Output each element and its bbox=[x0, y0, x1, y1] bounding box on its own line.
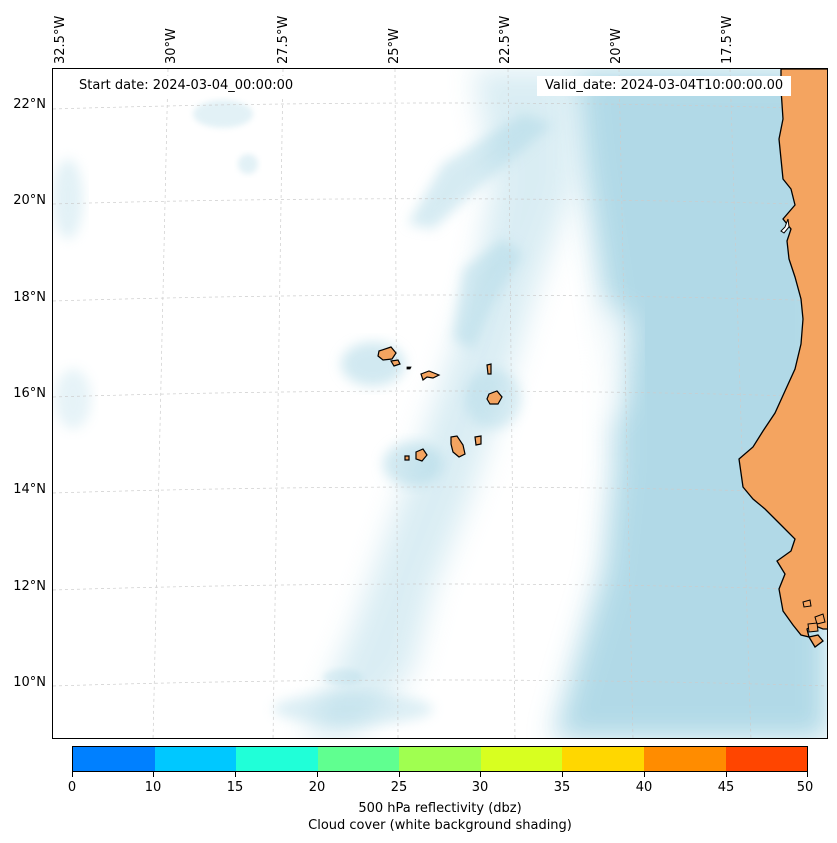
island-boa-vista bbox=[486, 390, 503, 405]
land-africa bbox=[738, 69, 827, 648]
colorbar-tick bbox=[807, 772, 808, 777]
colorbar-segment-20-25 bbox=[317, 747, 400, 771]
island-sal bbox=[486, 363, 492, 375]
cloud-patch-west-1 bbox=[53, 159, 83, 239]
lon-label-17-5w: 17.5°W bbox=[720, 15, 735, 64]
gridline-lon-25w bbox=[394, 69, 399, 738]
gridlines bbox=[53, 69, 827, 738]
cape-verde-islands bbox=[377, 346, 503, 462]
island-santo-antao bbox=[377, 346, 397, 361]
gridline-lat-10n bbox=[53, 679, 827, 687]
colorbar-label-reflectivity: 500 hPa reflectivity (dbz) bbox=[358, 801, 522, 816]
lat-label-20n: 20°N bbox=[13, 193, 46, 208]
colorbar-tick bbox=[644, 772, 645, 777]
lon-label-27-5w: 27.5°W bbox=[276, 15, 291, 64]
colorbar-tick bbox=[235, 772, 236, 777]
lon-label-30w: 30°W bbox=[164, 28, 179, 64]
colorbar-segment-40-45 bbox=[643, 747, 726, 771]
cloud-mass-east bbox=[553, 69, 827, 738]
colorbar bbox=[72, 746, 808, 772]
colorbar-tick bbox=[153, 772, 154, 777]
island-sao-nicolau bbox=[420, 370, 441, 381]
island-santiago bbox=[450, 435, 466, 458]
colorbar-segment-0-10 bbox=[73, 747, 155, 771]
cloud-patch-west-2 bbox=[55, 369, 91, 429]
colorbar-tick-label: 0 bbox=[67, 780, 77, 795]
lon-label-25w: 25°W bbox=[387, 28, 402, 64]
cloud-patch-northwest bbox=[193, 100, 253, 128]
cloud-band-diagonal bbox=[303, 69, 573, 738]
gridline-lon-20w bbox=[618, 69, 634, 738]
lat-label-16n: 16°N bbox=[13, 386, 46, 401]
island-bissagos-1 bbox=[814, 613, 826, 625]
colorbar-tick bbox=[480, 772, 481, 777]
island-sao-vicente bbox=[390, 359, 401, 367]
colorbar-segment-10-15 bbox=[154, 747, 237, 771]
lon-label-22-5w: 22.5°W bbox=[498, 15, 513, 64]
colorbar-tick bbox=[726, 772, 727, 777]
colorbar-segment-35-40 bbox=[562, 747, 644, 771]
colorbar-tick-label: 15 bbox=[226, 780, 244, 795]
gridline-lon-27-5w bbox=[272, 69, 284, 738]
cloud-streak-north bbox=[408, 114, 553, 229]
lat-label-12n: 12°N bbox=[13, 579, 46, 594]
lon-label-20w: 20°W bbox=[609, 28, 624, 64]
start-date-label: Start date: 2024-03-04_00:00:00 bbox=[71, 76, 302, 96]
island-maio bbox=[474, 435, 482, 446]
cloud-streak-cape-verde bbox=[453, 239, 523, 349]
colorbar-tick-label: 30 bbox=[471, 780, 489, 795]
map-panel[interactable] bbox=[52, 68, 828, 739]
cloud-patch-fogo bbox=[383, 442, 443, 486]
gridline-lat-16n bbox=[53, 390, 827, 398]
valid-date-label: Valid_date: 2024-03-04T10:00:00.00 bbox=[537, 76, 792, 96]
colorbar-tick-label: 40 bbox=[635, 780, 653, 795]
lat-label-14n: 14°N bbox=[13, 482, 46, 497]
colorbar-tick bbox=[399, 772, 400, 777]
colorbar-tick bbox=[562, 772, 563, 777]
colorbar-tick bbox=[317, 772, 318, 777]
gridline-lat-14n bbox=[53, 486, 827, 494]
colorbar-tick bbox=[72, 772, 73, 777]
lat-label-10n: 10°N bbox=[13, 675, 46, 690]
gridline-lat-20n bbox=[53, 198, 827, 206]
gridline-lon-17-5w bbox=[729, 69, 752, 738]
island-bissagos-2 bbox=[807, 622, 819, 633]
lat-label-18n: 18°N bbox=[13, 290, 46, 305]
bay-banc-arguin bbox=[780, 218, 790, 234]
cloud-gap-bright bbox=[573, 299, 633, 429]
island-fogo bbox=[415, 448, 428, 462]
colorbar-tick-label: 25 bbox=[390, 780, 408, 795]
cloud-patch-south bbox=[273, 693, 433, 725]
island-brava bbox=[404, 455, 410, 461]
lat-label-22n: 22°N bbox=[13, 97, 46, 112]
map-canvas[interactable] bbox=[53, 69, 828, 739]
cloud-patch-south-2 bbox=[323, 669, 363, 685]
colorbar-segment-25-30 bbox=[399, 747, 481, 771]
colorbar-segment-15-20 bbox=[236, 747, 318, 771]
colorbar-tick-label: 35 bbox=[553, 780, 571, 795]
colorbar-tick-label: 50 bbox=[796, 780, 814, 795]
island-santa-luzia bbox=[406, 366, 412, 370]
colorbar-tick-label: 10 bbox=[144, 780, 162, 795]
colorbar-tick-label: 45 bbox=[717, 780, 735, 795]
lon-label-32-5w: 32.5°W bbox=[53, 15, 68, 64]
colorbar-segment-45-50 bbox=[725, 747, 808, 771]
gridline-lon-22-5w bbox=[507, 69, 516, 738]
colorbar-tick-label: 20 bbox=[308, 780, 326, 795]
cloud-patch-north-2 bbox=[238, 154, 258, 174]
coastline-africa bbox=[738, 69, 827, 648]
gridline-lat-12n bbox=[53, 583, 827, 591]
island-bissagos-3 bbox=[802, 599, 812, 608]
cloud-cover-shading bbox=[53, 69, 827, 738]
gridline-lat-22n bbox=[53, 102, 827, 110]
gridline-lon-30w bbox=[152, 69, 169, 738]
gridline-lat-18n bbox=[53, 294, 827, 302]
colorbar-label-cloud-cover: Cloud cover (white background shading) bbox=[308, 818, 572, 833]
colorbar-segment-30-35 bbox=[480, 747, 563, 771]
